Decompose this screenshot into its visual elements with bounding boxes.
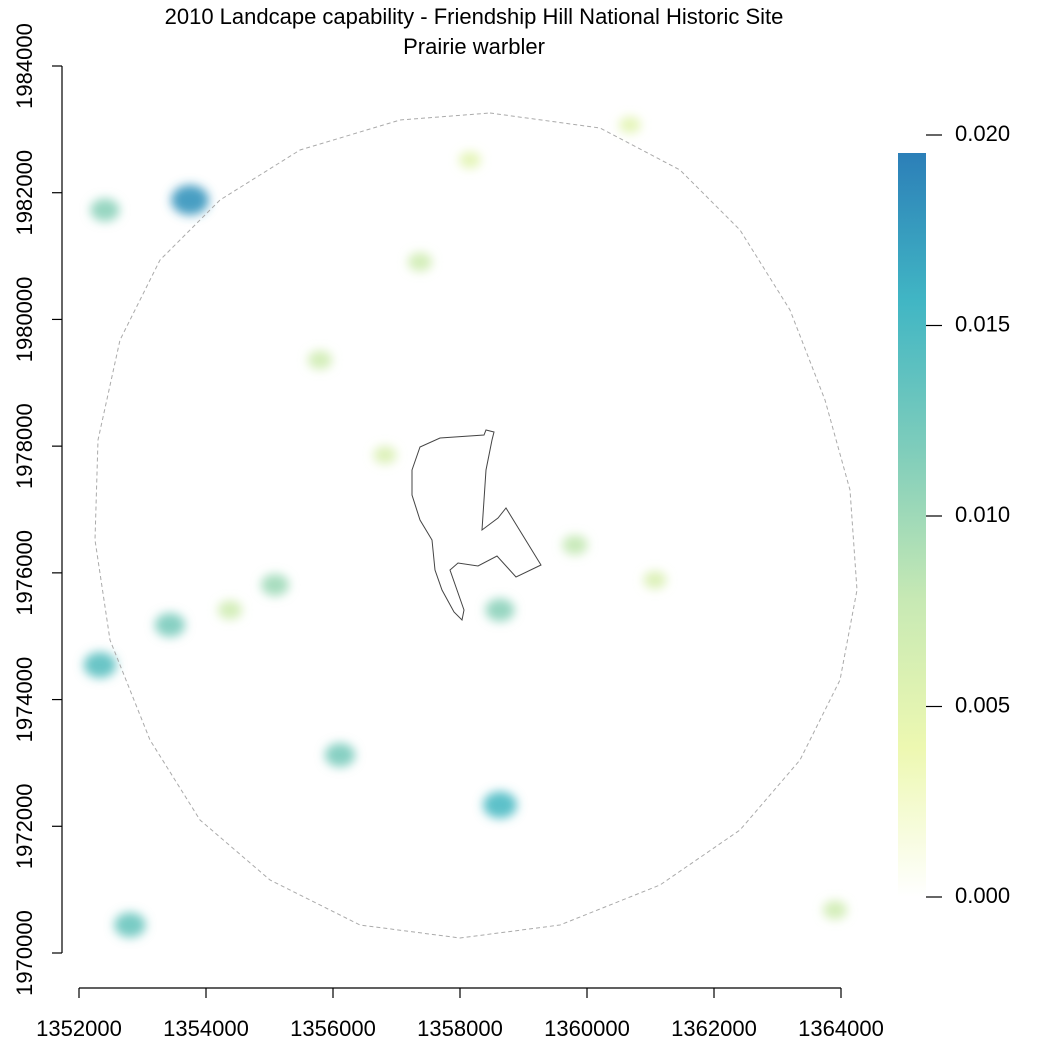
y-tick-label: 1984000 [12, 23, 37, 109]
y-tick-label: 1980000 [12, 277, 37, 363]
y-tick-label: 1978000 [12, 403, 37, 489]
colorbar-tick-label: 0.000 [955, 883, 1010, 908]
colorbar-tick-label: 0.010 [955, 502, 1010, 527]
colorbar-tick-label: 0.020 [955, 121, 1010, 146]
raster-patch [171, 185, 209, 216]
x-tick-label: 1362000 [671, 1016, 757, 1041]
raster-patch [407, 252, 433, 272]
raster-patch [562, 534, 588, 555]
raster [83, 116, 848, 938]
raster-patch [373, 446, 397, 465]
x-tick-label: 1354000 [163, 1016, 249, 1041]
raster-patch [618, 116, 641, 134]
raster-patch [83, 651, 117, 678]
raster-patch [217, 600, 243, 620]
y-tick-label: 1972000 [12, 783, 37, 869]
raster-patch [483, 791, 518, 819]
y-tick-label: 1974000 [12, 657, 37, 743]
raster-patch [114, 912, 146, 938]
park-boundary [411, 429, 542, 622]
y-tick-label: 1976000 [12, 530, 37, 616]
x-tick-label: 1352000 [36, 1016, 122, 1041]
x-tick-label: 1356000 [290, 1016, 376, 1041]
x-tick-label: 1358000 [417, 1016, 503, 1041]
study-area-boundary [94, 112, 858, 939]
raster-patch [643, 570, 667, 589]
y-tick-label: 1982000 [12, 150, 37, 236]
raster-patch [458, 151, 481, 169]
raster-patch [154, 613, 186, 638]
raster-patch [485, 598, 515, 622]
raster-patch [822, 900, 848, 920]
x-tick-label: 1360000 [544, 1016, 630, 1041]
raster-patch [261, 573, 290, 596]
raster-patch [307, 350, 333, 370]
colorbar-tick-label: 0.005 [955, 692, 1010, 717]
colorbar [898, 153, 926, 897]
chart-subtitle: Prairie warbler [403, 34, 545, 59]
chart-title: 2010 Landcape capability - Friendship Hi… [165, 4, 784, 29]
colorbar-tick-label: 0.015 [955, 311, 1010, 336]
raster-patch [90, 198, 120, 222]
y-tick-label: 1970000 [12, 910, 37, 996]
x-tick-label: 1364000 [798, 1016, 884, 1041]
raster-patch [324, 743, 356, 768]
